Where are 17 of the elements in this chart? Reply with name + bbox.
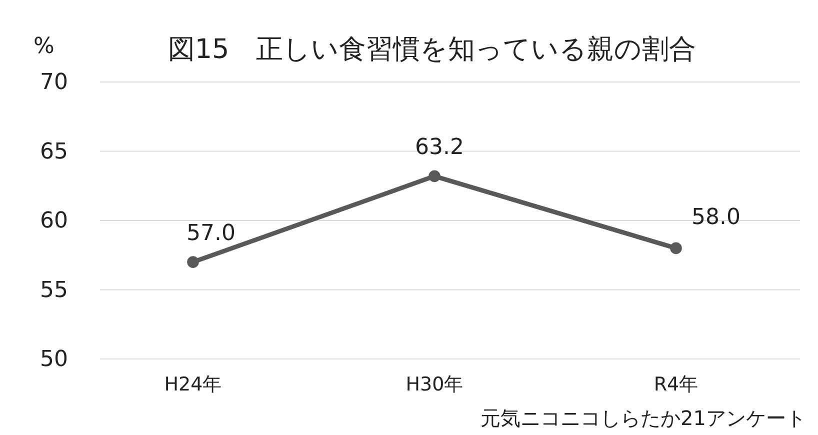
point [428,170,440,182]
y-axis-title: % [34,34,54,59]
x-tick-label: H24年 [164,373,222,396]
point [187,256,199,268]
text: 58.0 [692,205,740,230]
y-tick-label: 70 [40,70,68,96]
y-tick-label: 60 [40,208,68,234]
y-tick-label: 65 [40,139,68,164]
point [670,242,682,254]
y-tick-label: 50 [40,347,68,372]
x-tick-label: R4年 [654,373,698,396]
text: 63.2 [415,135,464,160]
text: 元気ニコニコしらたか21アンケート [480,406,806,430]
y-tick-label: 55 [40,278,68,303]
x-tick-label: H30年 [406,373,464,396]
text: 57.0 [186,221,236,246]
chart-title: 図15 正しい食習慣を知っている親の割合 [168,34,696,65]
